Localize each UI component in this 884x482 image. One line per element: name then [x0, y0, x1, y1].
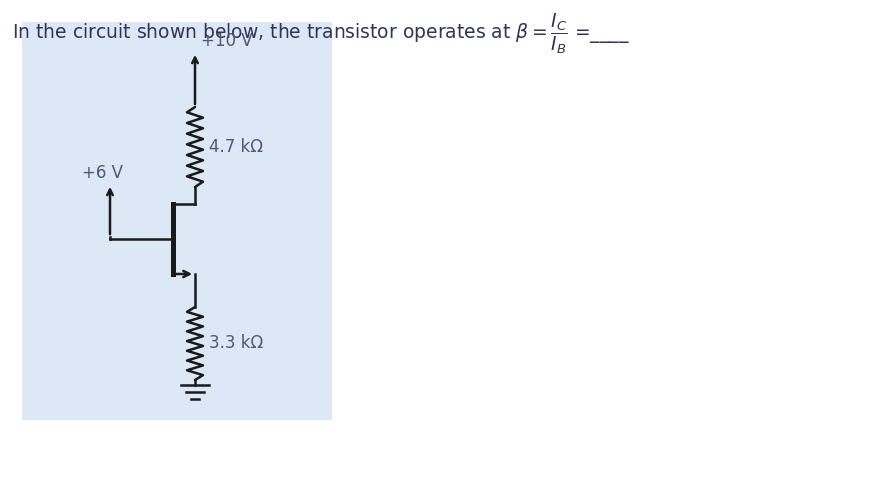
Text: +6 V: +6 V: [82, 164, 123, 182]
Text: +10 V: +10 V: [201, 32, 253, 50]
Text: 3.3 kΩ: 3.3 kΩ: [209, 335, 263, 352]
Text: In the circuit shown below, the transistor operates at $\beta = \dfrac{I_C}{I_B}: In the circuit shown below, the transist…: [12, 12, 629, 56]
Text: 4.7 kΩ: 4.7 kΩ: [209, 138, 263, 156]
Bar: [22, 22, 332, 420]
